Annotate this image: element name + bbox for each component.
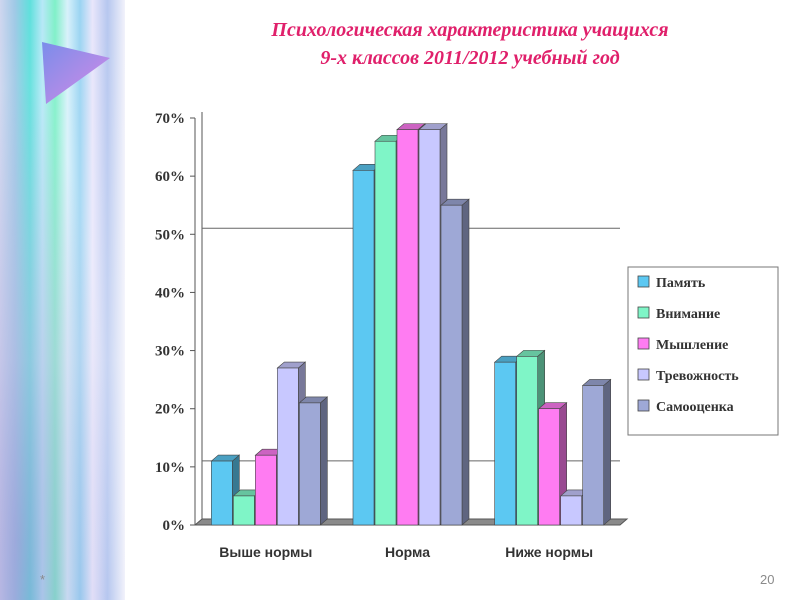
bar bbox=[396, 129, 419, 526]
footer-mark: * bbox=[40, 572, 46, 587]
legend-label: Память bbox=[656, 276, 706, 291]
bar bbox=[560, 495, 582, 526]
legend-label: Внимание bbox=[656, 307, 720, 322]
legend-swatch bbox=[637, 399, 650, 412]
y-tick-label: 10% bbox=[155, 460, 185, 476]
page-number: 20 bbox=[760, 572, 775, 587]
bar bbox=[374, 140, 397, 526]
y-tick-label: 20% bbox=[155, 402, 185, 418]
legend-box bbox=[627, 266, 779, 436]
bar bbox=[233, 495, 255, 526]
x-category-label: Выше нормы bbox=[219, 544, 312, 560]
bar bbox=[352, 170, 375, 526]
bar bbox=[277, 367, 299, 526]
bar-side bbox=[461, 198, 470, 526]
bar bbox=[299, 402, 321, 526]
y-tick-label: 60% bbox=[155, 169, 185, 185]
triangle-icon bbox=[42, 42, 110, 104]
legend-label: Мышление bbox=[656, 338, 728, 353]
legend-label: Тревожность bbox=[656, 369, 739, 384]
slide-title-line1: Психологическая характеристика учащихся bbox=[271, 19, 669, 41]
legend-swatch bbox=[637, 306, 650, 319]
bar bbox=[418, 129, 441, 526]
legend-swatch bbox=[637, 368, 650, 381]
y-tick-label: 70% bbox=[155, 111, 185, 127]
y-tick-label: 0% bbox=[163, 518, 186, 534]
legend-swatch bbox=[637, 337, 650, 350]
decorative-side-band bbox=[0, 0, 125, 600]
bar bbox=[255, 454, 277, 526]
bar bbox=[516, 356, 538, 526]
bar-side bbox=[603, 378, 611, 526]
bar-side bbox=[320, 396, 328, 526]
bar bbox=[494, 361, 516, 526]
bar bbox=[211, 460, 233, 526]
legend-label: Самооценка bbox=[656, 400, 734, 415]
y-tick-label: 40% bbox=[155, 285, 185, 301]
bar bbox=[582, 385, 604, 526]
x-category-label: Норма bbox=[385, 544, 430, 560]
y-tick-label: 50% bbox=[155, 227, 185, 243]
legend-swatch bbox=[637, 275, 650, 288]
x-category-label: Ниже нормы bbox=[505, 544, 593, 560]
y-tick-label: 30% bbox=[155, 344, 185, 360]
bar bbox=[538, 408, 560, 526]
bar bbox=[440, 204, 463, 526]
slide-title-line2: 9-х классов 2011/2012 учебный год bbox=[320, 47, 620, 69]
